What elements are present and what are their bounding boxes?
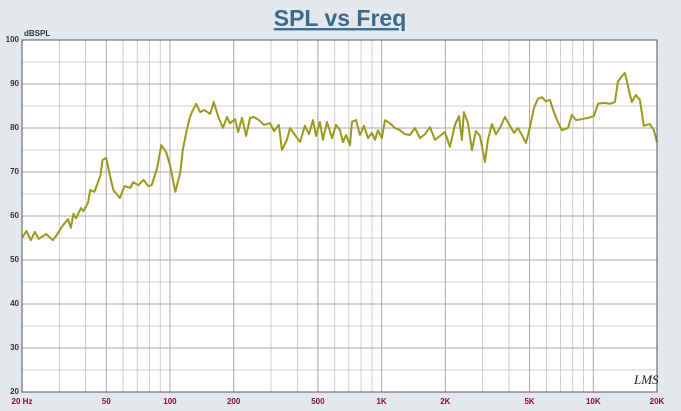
x-tick-label: 500 bbox=[311, 397, 325, 406]
y-tick-label: 30 bbox=[10, 343, 19, 352]
x-tick-label: 20K bbox=[650, 397, 665, 406]
y-tick-label: 90 bbox=[10, 79, 19, 88]
plot-border bbox=[21, 39, 658, 393]
y-tick-label: 100 bbox=[6, 35, 20, 44]
y-tick-label: 70 bbox=[10, 167, 19, 176]
data-line bbox=[21, 72, 658, 242]
chart-title: SPL vs Freq bbox=[274, 5, 407, 31]
y-tick-label: 50 bbox=[10, 255, 19, 264]
watermark: LMS bbox=[633, 372, 659, 387]
x-tick-label: 5K bbox=[524, 397, 534, 406]
series-layer bbox=[21, 72, 658, 242]
x-tick-label: 10K bbox=[586, 397, 601, 406]
y-tick-label: 80 bbox=[10, 123, 19, 132]
y-tick-label: 40 bbox=[10, 299, 19, 308]
x-tick-label: 2K bbox=[440, 397, 450, 406]
y-tick-label: 60 bbox=[10, 211, 19, 220]
y-axis-label: dBSPL bbox=[24, 29, 50, 38]
x-tick-label: 50 bbox=[102, 397, 111, 406]
y-tick-label: 20 bbox=[10, 387, 19, 396]
x-tick-label: 200 bbox=[227, 397, 241, 406]
x-tick-label: 20 Hz bbox=[12, 397, 33, 406]
x-tick-label: 1K bbox=[376, 397, 386, 406]
x-tick-label: 100 bbox=[163, 397, 177, 406]
